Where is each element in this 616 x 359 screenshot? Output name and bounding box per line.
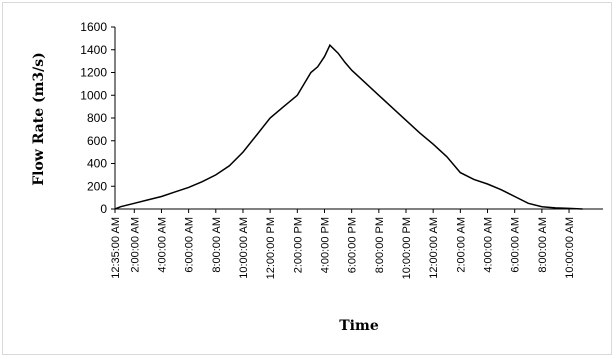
y-tick-label: 400 — [87, 157, 107, 171]
y-tick-label: 1200 — [80, 66, 107, 80]
y-tick-label: 200 — [87, 179, 107, 193]
x-tick-label: 12:00:00 PM — [265, 217, 277, 279]
y-axis-title: Flow Rate (m3/s) — [31, 52, 47, 186]
x-tick-label: 4:00:00 AM — [483, 217, 495, 273]
x-tick-label: 6:00:00 PM — [347, 217, 359, 273]
x-axis-title: Time — [339, 318, 379, 334]
x-tick-label: 2:00:00 PM — [292, 217, 304, 273]
y-tick-label: 1400 — [80, 43, 107, 57]
chart-frame: 0 200 400 600 800 1000 1200 1400 1600 12:35:00 A… — [2, 2, 612, 355]
x-tick-label: 12:35:00 AM — [110, 217, 122, 279]
x-tick-label: 10:00:00 PM — [401, 217, 413, 279]
x-tick-label: 2:00:00 AM — [129, 217, 141, 273]
y-tick-label: 1600 — [80, 20, 107, 34]
x-tick-label: 8:00:00 AM — [211, 217, 223, 273]
x-tick-label: 8:00:00 AM — [537, 217, 549, 273]
x-tick-label: 4:00:00 AM — [156, 217, 168, 273]
x-tick-label: 2:00:00 AM — [455, 217, 467, 273]
flow-rate-series-line — [114, 43, 583, 210]
x-tick-label: 10:00:00 AM — [238, 217, 250, 279]
y-tick-label: 1000 — [80, 88, 107, 102]
x-tick-label: 6:00:00 AM — [184, 217, 196, 273]
x-tick-label: 4:00:00 PM — [319, 217, 331, 273]
x-tick-label: 12:00:00 AM — [428, 217, 440, 279]
y-tick-label: 600 — [87, 134, 107, 148]
x-tick-label: 6:00:00 AM — [510, 217, 522, 273]
y-tick-label: 0 — [100, 202, 107, 216]
flow-rate-chart: 0 200 400 600 800 1000 1200 1400 1600 12:35:00 A… — [31, 20, 603, 334]
x-tick-label: 10:00:00 AM — [564, 217, 576, 279]
y-tick-label: 800 — [87, 111, 107, 125]
x-tick-label: 8:00:00 PM — [374, 217, 386, 273]
